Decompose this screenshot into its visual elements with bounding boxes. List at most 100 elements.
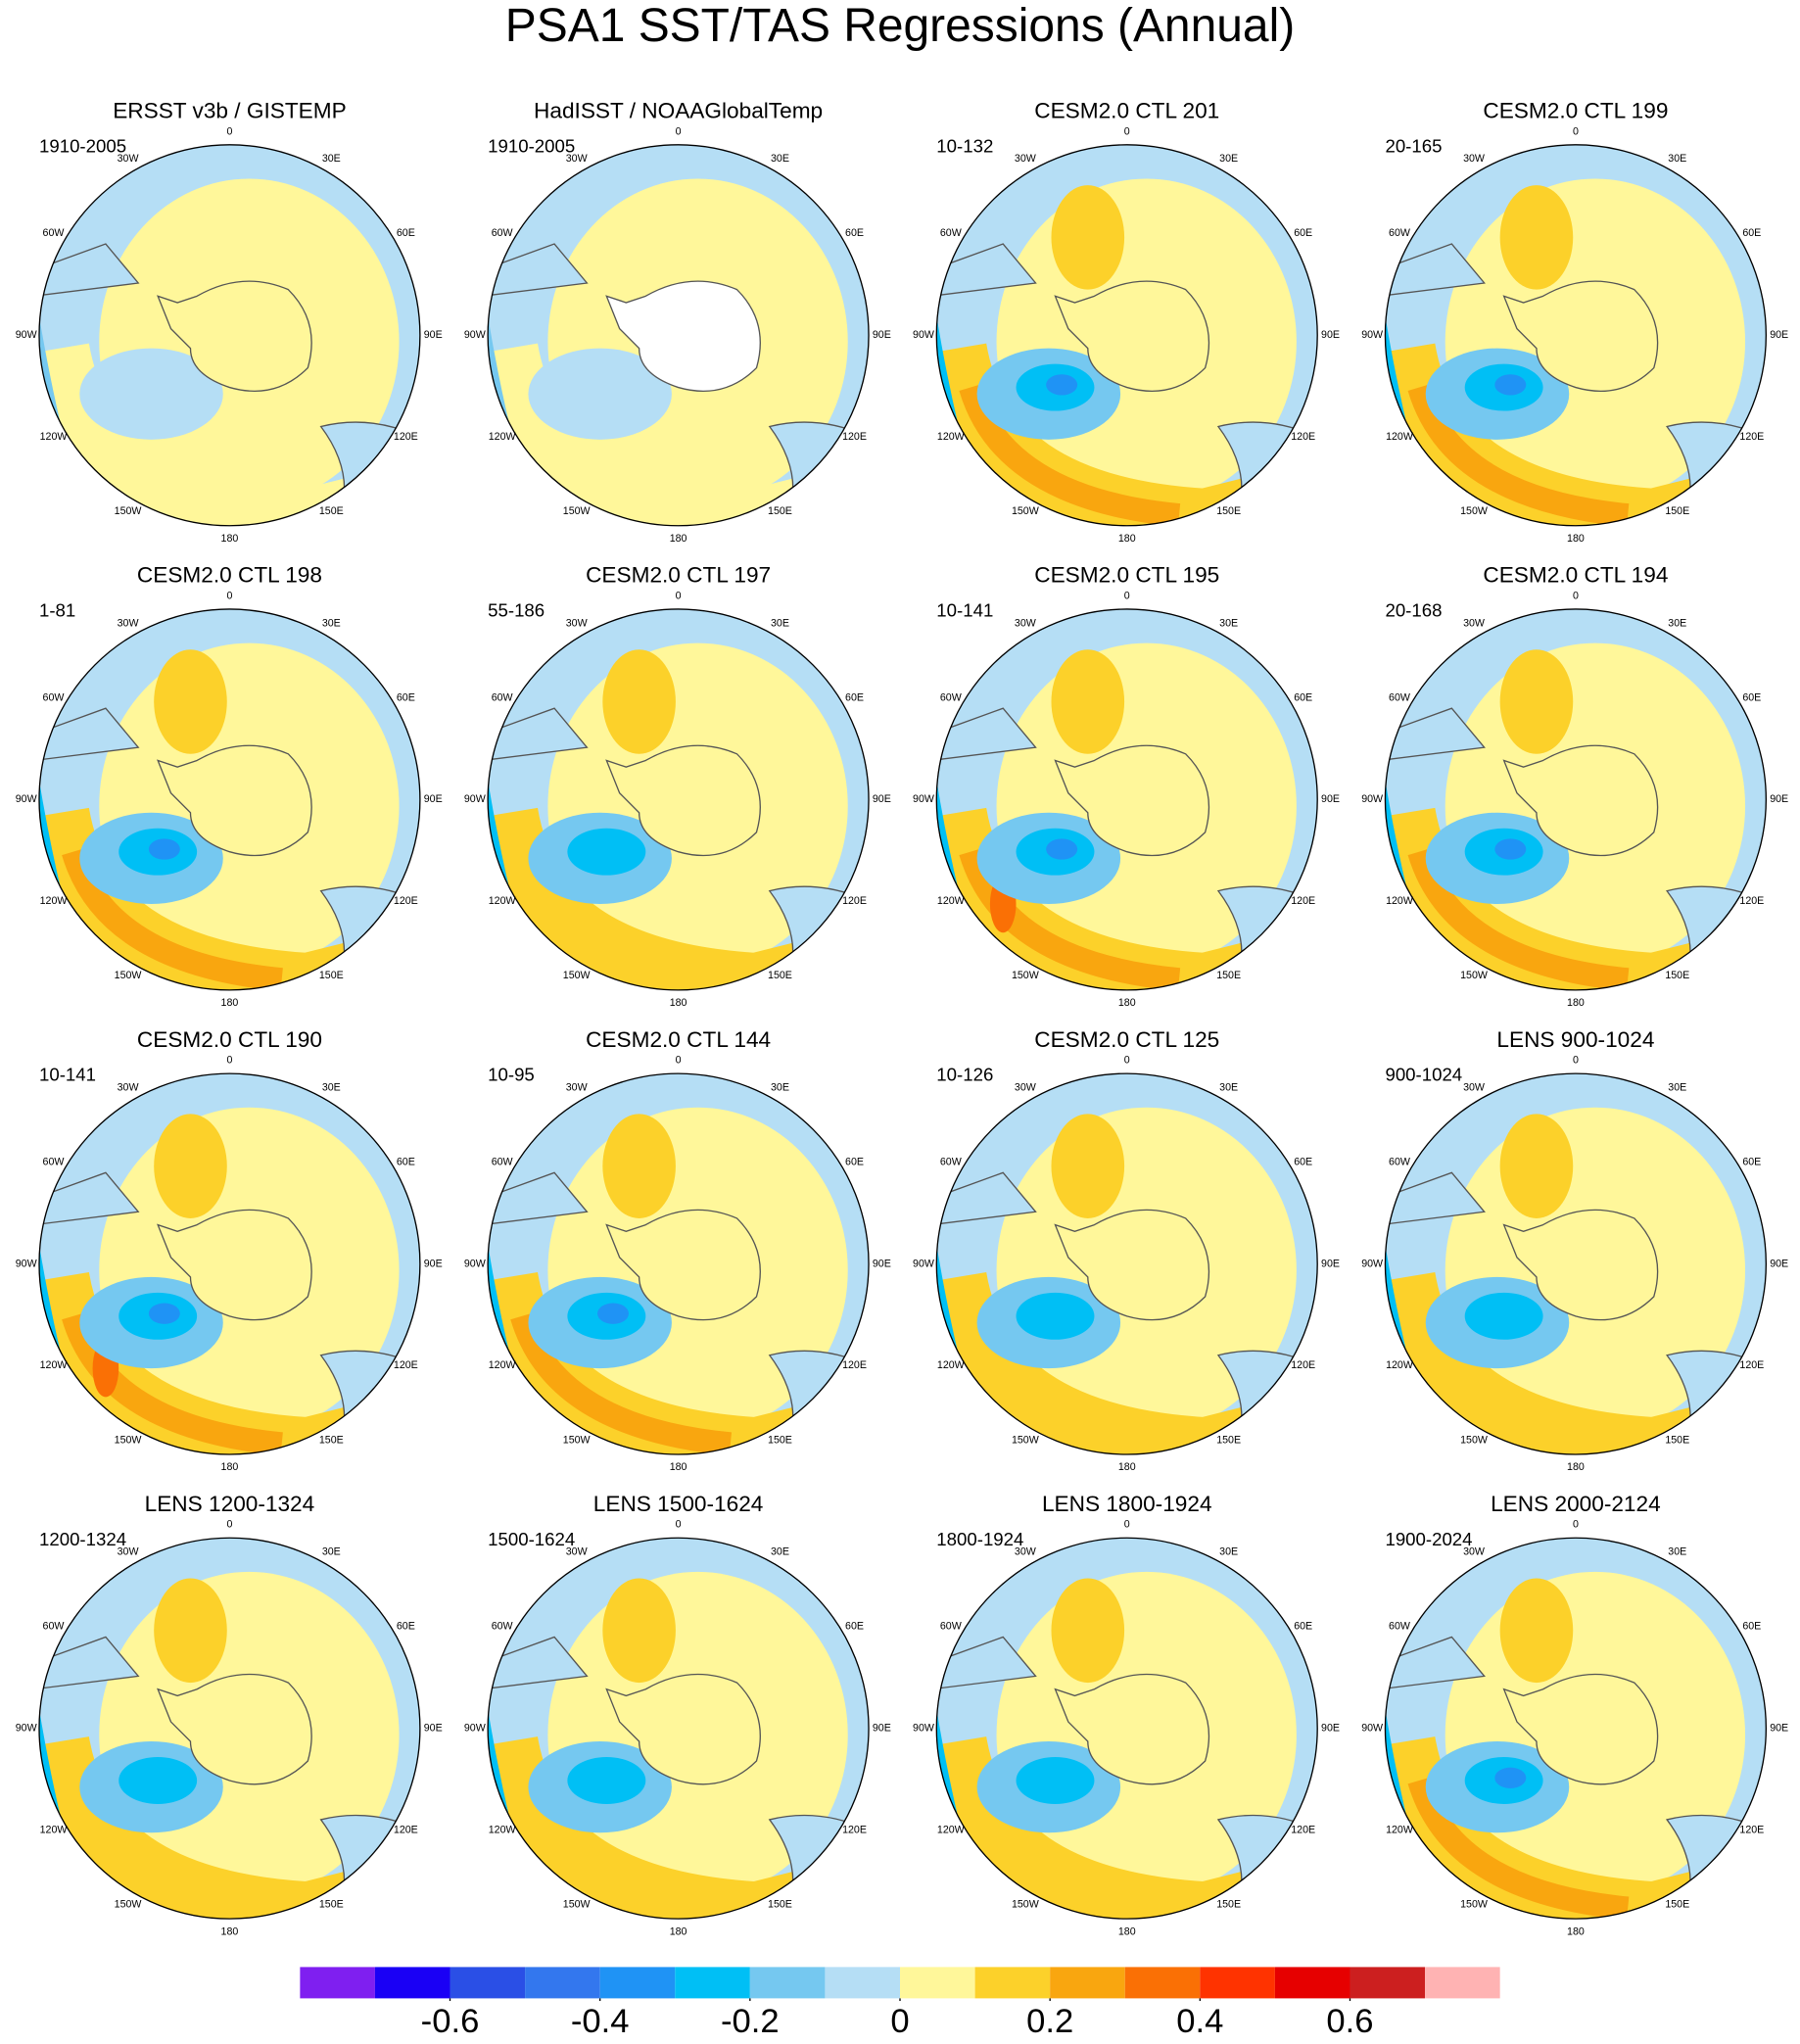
- longitude-label: 30E: [1668, 617, 1686, 629]
- antarctica: [157, 1673, 312, 1785]
- panel-title: CESM2.0 CTL 198: [137, 563, 322, 588]
- panel-title: LENS 900-1024: [1496, 1027, 1654, 1052]
- longitude-label: 60E: [397, 1156, 415, 1167]
- warm-arc-core: [62, 1312, 283, 1455]
- warm-arc: [936, 1735, 1317, 1920]
- longitude-label: 60W: [1389, 227, 1410, 239]
- warm-north: [154, 1578, 227, 1684]
- longitude-label: 0: [1573, 125, 1579, 137]
- longitude-label: 120W: [489, 895, 516, 907]
- warm-arc-core: [510, 1312, 733, 1455]
- longitude-label: 150W: [115, 1898, 142, 1910]
- map-fill: [936, 1073, 1318, 1455]
- longitude-label: 90E: [424, 329, 443, 341]
- longitude-label: 180: [1567, 997, 1585, 1009]
- longitude-label: 60W: [492, 227, 513, 239]
- longitude-label: 90W: [464, 793, 486, 805]
- longitude-label: 120W: [489, 1824, 516, 1835]
- longitude-label: 90W: [16, 793, 37, 805]
- panel-title: CESM2.0 CTL 197: [586, 563, 771, 588]
- warm-arc: [1385, 1271, 1766, 1455]
- panel-period: 10-126: [936, 1065, 993, 1085]
- longitude-label: 90E: [1770, 1258, 1788, 1269]
- longitude-label: 180: [221, 533, 239, 545]
- longitude-label: 90E: [873, 1723, 891, 1735]
- map-panel: HadISST / NOAAGlobalTemp 1910-2005 0 30E 60E…: [464, 99, 891, 545]
- map-border: [487, 144, 870, 527]
- longitude-label: 180: [670, 1925, 687, 1937]
- colorbar-label: -0.4: [571, 2003, 630, 2040]
- warm-arc-core: [1407, 383, 1630, 526]
- cool-center: [1046, 838, 1078, 860]
- longitude-label: 60W: [1389, 1621, 1410, 1633]
- panel-title: ERSST v3b / GISTEMP: [113, 99, 346, 123]
- warm-north: [602, 649, 676, 754]
- panel-period: 1800-1924: [936, 1529, 1023, 1549]
- panel-title: CESM2.0 CTL 201: [1034, 99, 1219, 123]
- map-border: [38, 608, 421, 991]
- colorbar-box: [1124, 1967, 1201, 1999]
- map-fill: [1385, 1538, 1767, 1920]
- map-fill: [1385, 144, 1767, 526]
- longitude-label: 30W: [1463, 617, 1485, 629]
- warm-arc-core: [959, 383, 1181, 526]
- south-america-coast: [1385, 1171, 1486, 1226]
- longitude-label: 180: [670, 997, 687, 1009]
- south-america-coast: [936, 1636, 1037, 1690]
- map-panel: LENS 1500-1624 1500-1624 0 30E 60E 90E 120E 150…: [464, 1492, 891, 1937]
- longitude-label: 30E: [771, 617, 789, 629]
- longitude-label: 120W: [489, 1359, 516, 1371]
- map-panel: CESM2.0 CTL 125 10-126 0 30E 60E 90E 120E 150E 1…: [913, 1027, 1340, 1473]
- longitude-label: 150W: [1460, 1434, 1488, 1446]
- longitude-label: 150E: [1665, 1434, 1689, 1446]
- colorbar-label: -0.6: [421, 2003, 480, 2040]
- cool-center: [148, 1303, 180, 1324]
- longitude-label: 90E: [873, 329, 891, 341]
- longitude-label: 120E: [1291, 1824, 1315, 1835]
- longitude-label: 150E: [768, 970, 792, 981]
- longitude-label: 60W: [43, 1621, 65, 1633]
- antarctica: [1502, 280, 1659, 393]
- longitude-label: 150E: [1665, 1898, 1689, 1910]
- longitude-label: 60W: [940, 1156, 962, 1167]
- longitude-label: 150E: [768, 1434, 792, 1446]
- longitude-label: 150E: [319, 970, 344, 981]
- longitude-label: 150W: [563, 505, 591, 517]
- warm-north: [1051, 185, 1125, 290]
- south-america-coast: [38, 243, 140, 298]
- panel-period: 900-1024: [1385, 1065, 1462, 1085]
- longitude-label: 180: [1118, 997, 1136, 1009]
- longitude-label: 120W: [937, 431, 965, 443]
- longitude-label: 60W: [43, 1156, 65, 1167]
- panel-period: 1-81: [39, 600, 75, 621]
- longitude-label: 120W: [40, 895, 68, 907]
- colorbar-label: 0.4: [1176, 2003, 1223, 2040]
- map-border: [487, 608, 870, 991]
- longitude-label: 90W: [16, 1258, 37, 1269]
- longitude-label: 30E: [1668, 1081, 1686, 1093]
- map-border: [935, 1072, 1318, 1455]
- longitude-label: 150W: [1012, 1434, 1039, 1446]
- longitude-label: 30W: [1015, 1546, 1036, 1558]
- longitude-label: 90E: [1321, 329, 1340, 341]
- map-fill: [1385, 608, 1767, 990]
- cool-core: [1016, 1756, 1095, 1804]
- longitude-label: 180: [1118, 1925, 1136, 1937]
- panel-title: CESM2.0 CTL 194: [1483, 563, 1668, 588]
- cool-center: [597, 1303, 629, 1324]
- longitude-label: 30E: [322, 153, 341, 165]
- longitude-label: 180: [1118, 1461, 1136, 1473]
- longitude-label: 90W: [1361, 1723, 1383, 1735]
- warm-arc-core: [1407, 848, 1630, 990]
- longitude-label: 30W: [566, 153, 588, 165]
- longitude-label: 30E: [1219, 617, 1238, 629]
- longitude-label: 120E: [842, 1359, 867, 1371]
- warm-north: [1051, 649, 1125, 754]
- longitude-label: 150W: [1460, 505, 1488, 517]
- longitude-label: 60E: [397, 1621, 415, 1633]
- map-panel: LENS 2000-2124 1900-2024 0 30E 60E 90E 120E 150…: [1361, 1492, 1788, 1937]
- cool-center: [1494, 1767, 1527, 1788]
- antarctica: [157, 280, 312, 393]
- longitude-label: 120E: [842, 431, 867, 443]
- warm-north: [1051, 1578, 1125, 1684]
